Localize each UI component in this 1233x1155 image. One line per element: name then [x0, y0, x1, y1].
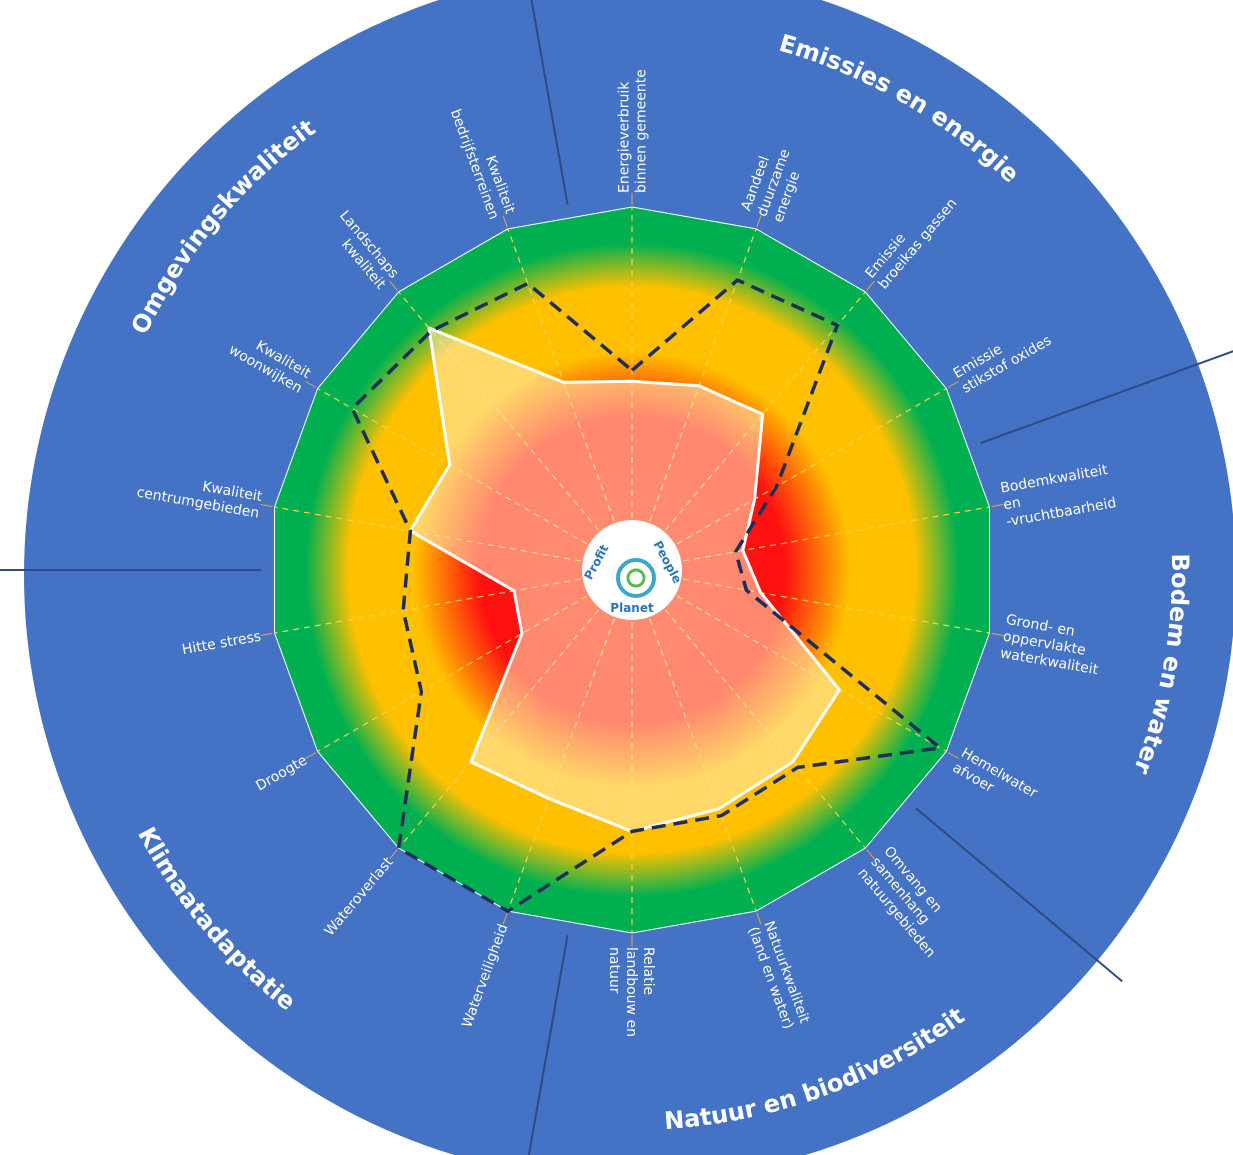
axis-tick — [389, 849, 398, 860]
axis-tick — [756, 912, 762, 925]
group-divider — [980, 350, 1233, 445]
group-divider — [527, 935, 569, 1155]
center-label: Planet — [610, 601, 654, 615]
spoke — [683, 578, 990, 634]
group-divider — [915, 807, 1123, 983]
axis-label: Energieverbruikbinnen gemeente — [617, 69, 650, 193]
axis-label-line: landbouw en — [623, 947, 639, 1037]
axis-tick — [866, 280, 875, 291]
axis-tick — [756, 215, 762, 228]
group-divider — [530, 0, 569, 205]
axis-tick — [502, 215, 508, 228]
spoke — [664, 291, 866, 531]
axis-tick — [866, 849, 875, 860]
axis-tick — [260, 504, 273, 508]
axis-tick — [991, 504, 1004, 508]
spoke — [317, 595, 588, 753]
axis-label-line: natuur — [606, 947, 622, 994]
axis-tick — [260, 632, 273, 636]
spoke — [274, 578, 581, 634]
axis-tick — [991, 632, 1004, 636]
logo-swirl — [616, 558, 656, 598]
axis-label-line: Energieverbruik — [617, 81, 633, 193]
spoke — [683, 506, 990, 562]
axis-tick — [305, 752, 317, 759]
axis-label-line: Relatie — [640, 947, 656, 995]
axis-tick — [947, 752, 959, 759]
spoke — [649, 228, 757, 522]
spoke — [507, 228, 615, 522]
axis-tick — [305, 381, 317, 388]
series-line — [350, 278, 945, 914]
axis-tick — [389, 280, 398, 291]
axis-label-line: en — [1002, 495, 1022, 514]
spoke — [676, 387, 947, 545]
logo-swirl-inner — [626, 568, 646, 588]
axis-label-line: binnen gemeente — [634, 69, 650, 193]
axis-label: Relatielandbouw ennatuur — [606, 947, 656, 1037]
axis-tick — [502, 912, 508, 925]
axis-tick — [947, 381, 959, 388]
